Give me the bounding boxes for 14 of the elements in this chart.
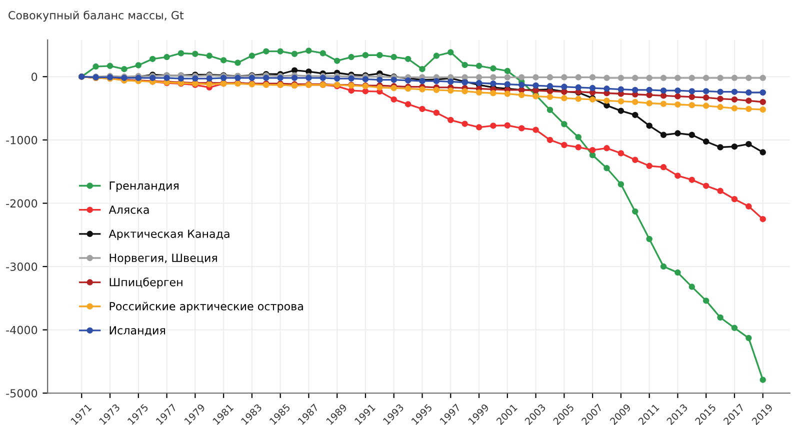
y-tick-label: -2000 [6,199,38,208]
legend-label: Шпицберген [110,278,182,288]
y-tick-label: -4000 [6,326,38,334]
legend-label: Норвегия, Швеция [110,254,217,264]
y-tick-label: -5000 [6,389,38,398]
legend-label: Арктическая Канада [108,230,230,240]
legend-label: Гренландия [110,182,178,192]
y-tick-label: -1000 [6,136,38,144]
y-axis-title: Совокупный баланс массы, Gt [8,10,184,22]
y-tick-label: -3000 [6,262,38,271]
legend-label: Аляска [108,206,149,214]
y-tick-label: 0 [32,72,38,82]
legend-label: Исландия [110,326,165,336]
legend-label: Российские арктические острова [110,302,303,313]
